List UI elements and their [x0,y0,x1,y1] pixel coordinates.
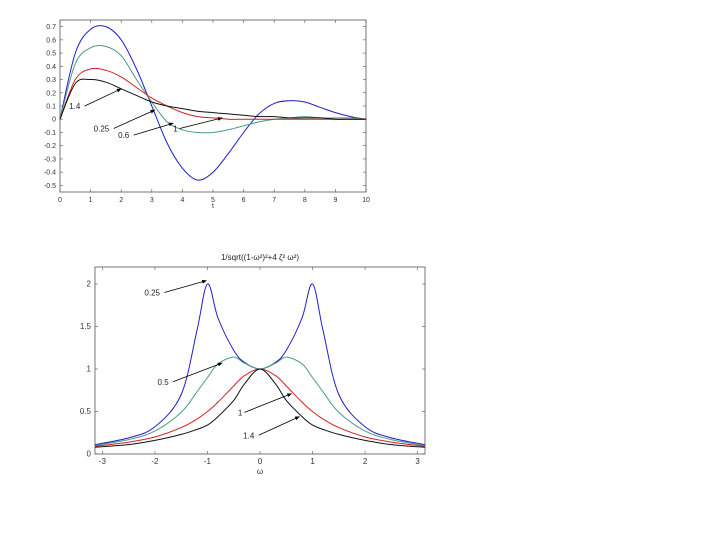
x-tick-label: 3 [150,197,154,204]
annotation-arrow [258,416,300,436]
y-tick-label: -0.2 [44,143,56,150]
x-tick-label: 2 [363,457,368,466]
annotation-arrow [133,122,174,136]
annotation-label: 1 [238,408,243,417]
x-tick-label: 9 [333,197,337,204]
x-tick-label: 6 [242,197,246,204]
y-tick-label: 0.5 [80,407,92,416]
y-tick-label: 0.6 [46,37,56,44]
x-tick-label: 1 [310,457,315,466]
annotation-label: 1 [173,124,178,133]
x-axis-label: ω [257,467,263,476]
magnitude-response-chart: -3 -2 -1 0 1 2 3 2 1.5 1 0.5 0 1/sqrt((1-ω²)²+4 ζ² ω… [80,253,426,476]
x-tick-label: 10 [362,197,370,204]
y-tick-label: 0.5 [46,51,56,58]
annotation-label: 0.5 [158,378,170,387]
x-tick-label: 8 [303,197,307,204]
series-line-0 [59,25,367,181]
x-tick-label: -2 [151,457,159,466]
y-tick-label: 0.3 [46,77,56,84]
x-tick-label: 4 [180,197,184,204]
y-tick-label: 0 [87,450,92,459]
annotation-label: 1.4 [243,431,255,440]
y-tick-label: 1.5 [80,322,92,331]
annotation-arrow [164,279,207,293]
annotation-arrow [113,109,156,129]
x-tick-label: 2 [119,197,123,204]
x-tick-label: 7 [272,197,276,204]
x-tick-label: -1 [204,457,212,466]
annotation-label: 0.6 [118,131,130,140]
y-tick-label: -0.1 [44,130,56,137]
annotation-arrow [172,362,223,383]
x-tick-label: 0 [258,457,263,466]
y-tick-label: -0.5 [44,183,56,190]
series-line-3 [59,78,366,120]
x-tick-label: 3 [415,457,420,466]
y-tick-label: 0.2 [46,90,56,97]
x-tick-label: 0 [58,197,62,204]
annotation-arrow [244,393,292,413]
annotation-label: 1.4 [69,102,81,111]
y-tick-label: -0.4 [44,170,56,177]
time-response-chart: 0 1 2 3 4 5 6 7 8 9 10 0.7 0.6 0.5 0.4 0.3 0.2 0.1 0 -0.1 -0… [44,19,370,210]
y-tick-label: 1 [87,365,92,374]
y-tick-label: 2 [87,280,92,289]
series-line-3 [94,368,426,448]
y-tick-label: 0.7 [46,24,56,31]
chart-title: 1/sqrt((1-ω²)²+4 ζ² ω²) [221,253,299,262]
annotation-arrow [84,88,122,107]
x-axis-label: t [212,203,214,210]
x-tick-label: 5 [211,197,215,204]
y-tick-label: 0.4 [46,64,56,71]
y-tick-label: 0 [52,117,56,124]
annotation-label: 0.25 [94,124,110,133]
y-tick-label: 0.1 [46,104,56,111]
annotation-arrow [179,117,223,129]
annotation-label: 0.25 [144,289,160,298]
x-tick-label: 1 [89,197,93,204]
x-tick-label: -3 [99,457,107,466]
y-tick-label: -0.3 [44,156,56,163]
axes-frame [59,19,367,193]
series-line-2 [59,67,366,120]
